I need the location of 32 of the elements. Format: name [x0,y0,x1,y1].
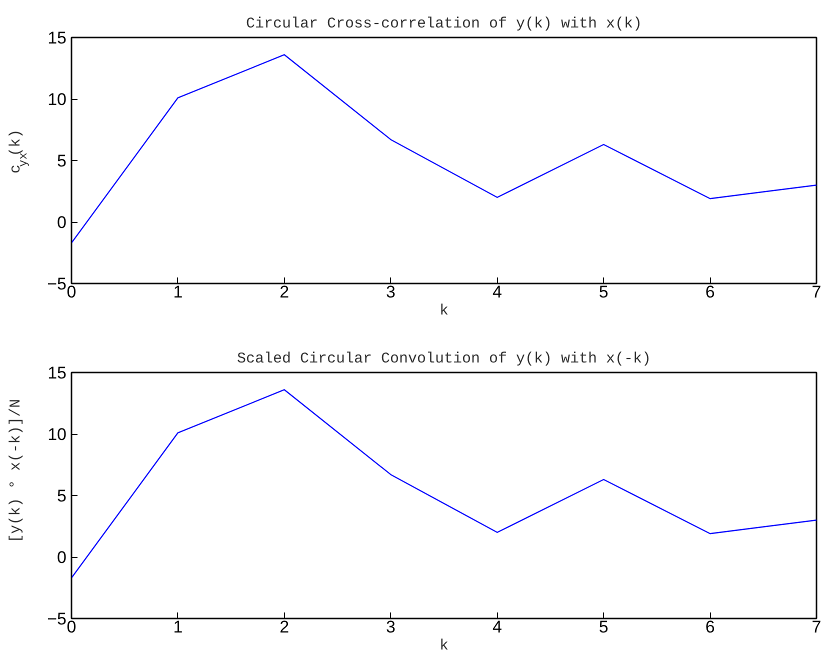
y-tick-label: 5 [57,486,67,506]
x-tick-label: 7 [812,282,822,302]
line-series [72,54,816,244]
y-tick-label: 10 [48,90,67,109]
x-tick-label: 3 [386,282,396,302]
y-tick-label: 0 [57,213,67,232]
y-tick-label: 5 [57,152,67,170]
y-tick-label: 0 [57,548,67,567]
y-tick-label: −5 [47,610,67,628]
x-tick-label: 1 [173,282,183,302]
chart-title: Scaled Circular Convolution of y(k) with x(-k) [236,350,652,368]
x-tick-label: 4 [492,282,502,302]
x-tick-label: 5 [598,618,608,636]
x-tick-label: 6 [705,618,715,636]
x-axis-title: k [440,302,449,320]
x-tick-label: 3 [386,618,396,636]
x-tick-label: 2 [280,282,290,302]
y-axis-title: cyx(k) [8,129,30,174]
y-tick-label: 15 [48,28,67,48]
x-tick-label: 2 [280,618,290,636]
y-tick-label: 10 [48,425,67,444]
line-series [72,389,816,579]
y-tick-label: −5 [47,274,67,294]
x-tick-label: 6 [705,282,715,302]
y-axis-title: [y(k) ° x(-k)]/N [8,398,24,543]
x-tick-label: 5 [598,282,608,302]
x-tick-label: 4 [492,618,502,636]
x-tick-label: 7 [812,618,822,636]
x-tick-label: 1 [173,618,183,636]
chart-title: Circular Cross-correlation of y(k) with x(k) [246,16,642,32]
y-tick-label: 15 [48,364,67,382]
x-axis-title: k [440,638,449,654]
